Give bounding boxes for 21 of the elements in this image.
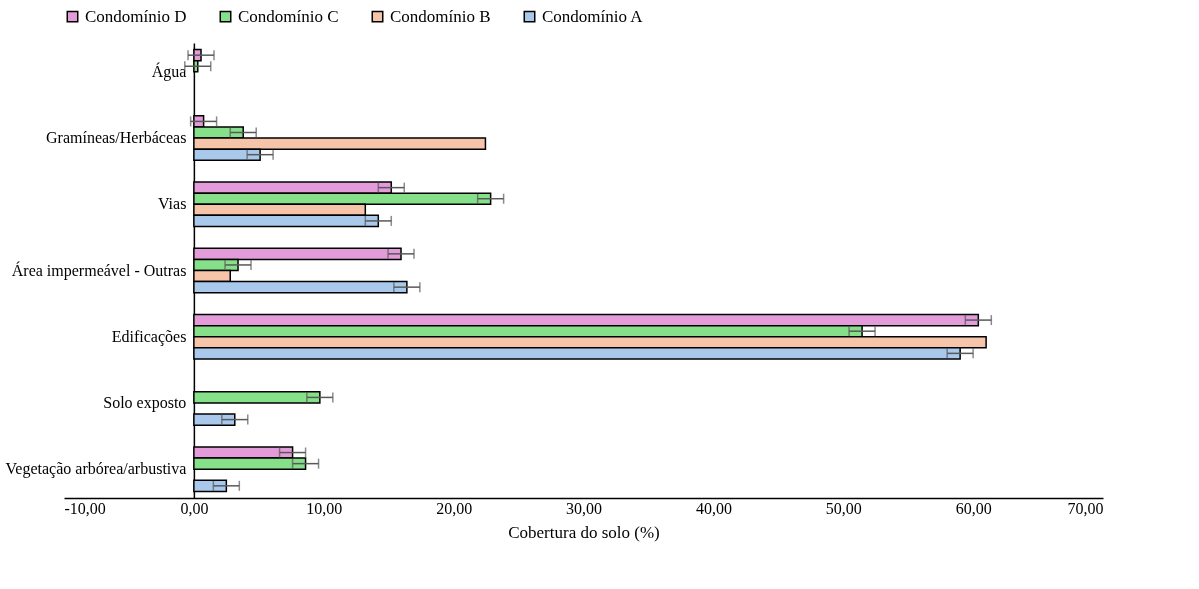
y-tick-label: Água: [151, 61, 187, 81]
y-tick-label: Área impermeável - Outras: [11, 260, 187, 280]
x-tick-label: 60,00: [955, 499, 992, 517]
y-tick-label: Edificações: [111, 327, 187, 346]
x-tick-label: 40,00: [695, 499, 732, 517]
x-tick-label: 50,00: [825, 499, 862, 517]
legend-label: Condomínio C: [238, 6, 339, 26]
x-tick-label: 20,00: [436, 499, 473, 517]
x-tick-label: 70,00: [1067, 499, 1104, 517]
y-tick-label: Gramíneas/Herbáceas: [46, 129, 187, 147]
x-tick-label: -10,00: [64, 499, 106, 517]
y-tick-label: Solo exposto: [103, 393, 187, 412]
x-tick-label: 10,00: [306, 499, 343, 517]
legend-label: Condomínio A: [542, 6, 644, 26]
x-tick-label: 30,00: [566, 499, 602, 517]
legend-label: Condomínio D: [85, 6, 187, 26]
y-tick-label: Vegetação arbórea/arbustiva: [5, 460, 187, 479]
x-axis-title: Cobertura do solo (%): [508, 522, 660, 542]
x-tick-label: 0,00: [180, 499, 209, 517]
y-tick-label: Vias: [158, 195, 187, 213]
legend-label: Condomínio B: [390, 6, 491, 26]
